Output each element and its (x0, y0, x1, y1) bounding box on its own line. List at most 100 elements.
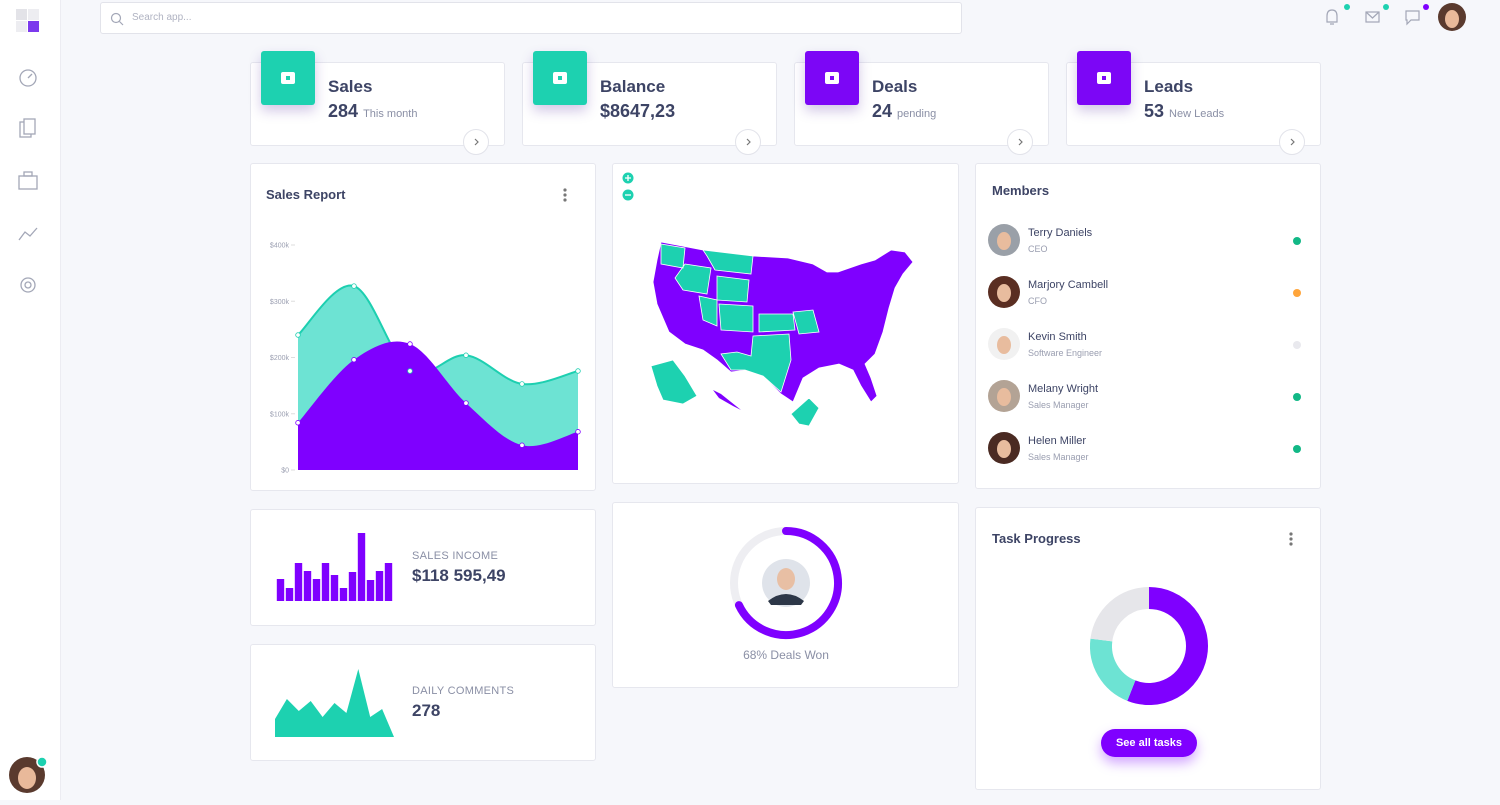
us-map (622, 172, 914, 427)
member-status (1293, 393, 1301, 401)
member-avatar (988, 432, 1020, 464)
stat-value: 24 (872, 101, 893, 121)
settings-icon[interactable] (20, 277, 36, 293)
mail-icon[interactable] (1365, 11, 1380, 23)
data-point (295, 332, 301, 338)
bar (312, 579, 321, 601)
data-point (351, 283, 357, 289)
donut-segment (1090, 587, 1150, 642)
donut-segment (1090, 638, 1136, 701)
deals-won-label: 68% Deals Won (743, 648, 829, 662)
chevron (1290, 138, 1295, 146)
search-icon (110, 12, 124, 26)
member-status (1293, 445, 1301, 453)
kpi-value: 278 (412, 701, 441, 720)
member-role: CEO (1028, 244, 1048, 254)
details-button[interactable] (1007, 129, 1033, 155)
task-progress-card: Task Progress See all tasks (975, 507, 1321, 790)
docs-icon[interactable] (23, 118, 36, 135)
dashboard-icon[interactable] (27, 73, 33, 79)
daily-comments-card: DAILY COMMENTS 278 (250, 644, 596, 761)
avatar-face (997, 388, 1011, 406)
details-button[interactable] (735, 129, 761, 155)
member-name: Marjory Cambell (1028, 279, 1109, 291)
data-point (351, 357, 357, 363)
y-tick-label: $300k (270, 299, 290, 306)
stat-title: Leads (1144, 77, 1194, 96)
stat-note: pending (897, 108, 937, 120)
bar (366, 580, 375, 601)
mail-icon[interactable] (1365, 11, 1380, 19)
members-card: Members Terry Daniels CEO Marjory Cambell C… (975, 163, 1321, 489)
chevron (746, 138, 751, 146)
briefcase-icon[interactable] (23, 171, 33, 177)
stat-value-row: 53 New Leads (1144, 101, 1224, 122)
menu-button[interactable] (561, 188, 569, 204)
stat-icon (261, 51, 315, 105)
map-card (612, 163, 959, 484)
data-point (575, 429, 581, 435)
member-name: Melany Wright (1028, 383, 1099, 395)
y-tick-label: $0 (281, 468, 289, 475)
stat-card: Sales 284 This month (250, 51, 505, 155)
data-point (463, 400, 469, 406)
y-tick-label: $200k (270, 355, 290, 362)
member-name: Terry Daniels (1028, 227, 1093, 239)
card-title: Task Progress (992, 531, 1081, 546)
stat-note: New Leads (1169, 108, 1225, 120)
notifications-icon[interactable] (1326, 9, 1338, 25)
stat-title: Sales (328, 77, 373, 96)
area (275, 669, 394, 737)
member-role: Software Engineer (1028, 348, 1103, 358)
person-photo (768, 594, 804, 605)
user-avatar[interactable] (18, 767, 36, 789)
dashboard-icon[interactable] (19, 69, 37, 87)
settings-icon[interactable] (24, 281, 32, 289)
data-point (463, 352, 469, 358)
bar (321, 563, 330, 601)
member-role: Sales Manager (1028, 452, 1089, 462)
see-all-tasks-button[interactable]: See all tasks (1101, 729, 1197, 757)
details-button[interactable] (1279, 129, 1305, 155)
stat-value-row: 284 This month (328, 101, 417, 122)
icon-glyph (1102, 76, 1106, 80)
profile-avatar[interactable] (1445, 10, 1459, 28)
task-progress-chart (1090, 587, 1208, 705)
stat-card: Deals 24 pending (794, 51, 1049, 155)
chat-icon[interactable] (1405, 10, 1420, 26)
member-role: Sales Manager (1028, 400, 1089, 410)
briefcase-icon[interactable] (18, 175, 38, 190)
stat-value: 53 (1144, 101, 1165, 121)
sidebar-icons (9, 9, 48, 793)
bar (303, 571, 312, 601)
badge (1383, 4, 1389, 10)
avatar-face (997, 440, 1011, 458)
logo (28, 21, 39, 32)
menu-button[interactable] (1287, 532, 1295, 548)
avatar-face (997, 284, 1011, 302)
badge (1423, 4, 1429, 10)
chart-icon[interactable] (18, 227, 38, 241)
kpi-value: $118 595,49 (412, 566, 506, 585)
chevron (474, 138, 479, 146)
online-dot (36, 756, 48, 768)
member-avatar (988, 380, 1020, 412)
donut-segment (1127, 587, 1208, 705)
member-row: Helen Miller Sales Manager (988, 431, 1308, 471)
search-box[interactable]: Search app... (100, 2, 962, 34)
avatar-face (997, 336, 1011, 354)
member-avatar (988, 276, 1020, 308)
data-point (407, 368, 413, 374)
stat-value-row: $8647,23 (600, 101, 675, 122)
member-row: Melany Wright Sales Manager (988, 379, 1308, 419)
kpi-label: DAILY COMMENTS (412, 685, 515, 697)
daily-comments-chart (275, 669, 394, 737)
details-button[interactable] (463, 129, 489, 155)
stat-title: Deals (872, 77, 918, 96)
icon-glyph (558, 76, 562, 80)
bar (285, 588, 294, 601)
kpi-label: SALES INCOME (412, 550, 499, 562)
sales-income-card: SALES INCOME $118 595,49 (250, 509, 596, 626)
sidebar (0, 0, 61, 800)
deals-won-card: 68% Deals Won (612, 502, 959, 688)
